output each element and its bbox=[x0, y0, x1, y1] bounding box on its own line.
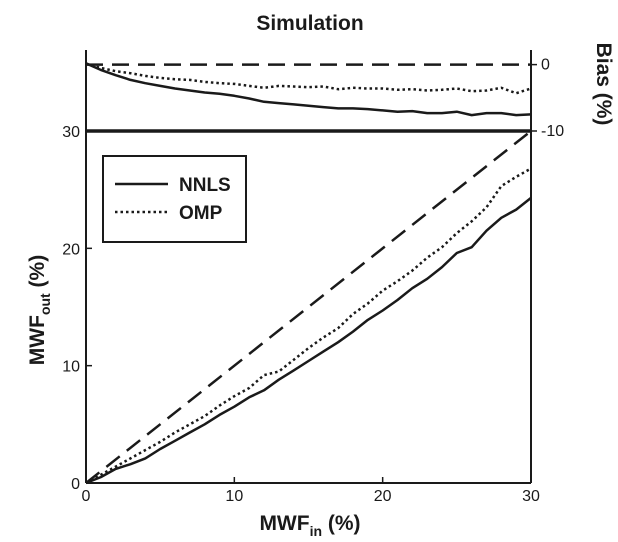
x-axis-label: MWFin (%) bbox=[259, 512, 360, 539]
bias-y-tick-label: -10 bbox=[541, 123, 564, 140]
legend: NNLS OMP bbox=[102, 155, 247, 243]
bias-series-nnls-line bbox=[85, 62, 532, 117]
series-nnls-line bbox=[85, 196, 532, 485]
main-panel: 0 10 20 30 0 10 20 30 bbox=[62, 124, 540, 505]
chart-title: Simulation bbox=[256, 12, 363, 35]
x-tick-label: 20 bbox=[374, 488, 392, 505]
x-axis-label-unit: (%) bbox=[322, 512, 361, 535]
bias-axis-label: Bias (%) bbox=[592, 43, 615, 126]
y-tick-label: 20 bbox=[62, 241, 80, 258]
legend-box bbox=[102, 155, 247, 243]
bias-panel: 0 -10 bbox=[85, 50, 564, 140]
bias-series-omp-line bbox=[85, 62, 532, 95]
y-axis-label-sub: out bbox=[37, 293, 53, 315]
x-tick-label: 10 bbox=[225, 488, 243, 505]
bias-y-tick-label: 0 bbox=[541, 57, 550, 74]
y-axis-label-main: MWF bbox=[26, 315, 49, 365]
y-tick-label: 0 bbox=[71, 476, 80, 493]
legend-nnls-label: NNLS bbox=[179, 175, 231, 196]
x-tick-label: 0 bbox=[82, 488, 91, 505]
y-tick-label: 30 bbox=[62, 124, 80, 141]
x-axis-label-main: MWF bbox=[259, 512, 309, 535]
y-axis-label-unit: (%) bbox=[26, 255, 49, 294]
y-tick-label: 10 bbox=[62, 359, 80, 376]
x-tick-label: 30 bbox=[522, 488, 540, 505]
series-omp-line bbox=[85, 167, 532, 485]
x-axis-label-sub: in bbox=[310, 523, 322, 539]
legend-omp-label: OMP bbox=[179, 203, 223, 224]
y-axis-label: MWFout (%) bbox=[26, 255, 53, 365]
series-identity-line bbox=[85, 130, 532, 484]
